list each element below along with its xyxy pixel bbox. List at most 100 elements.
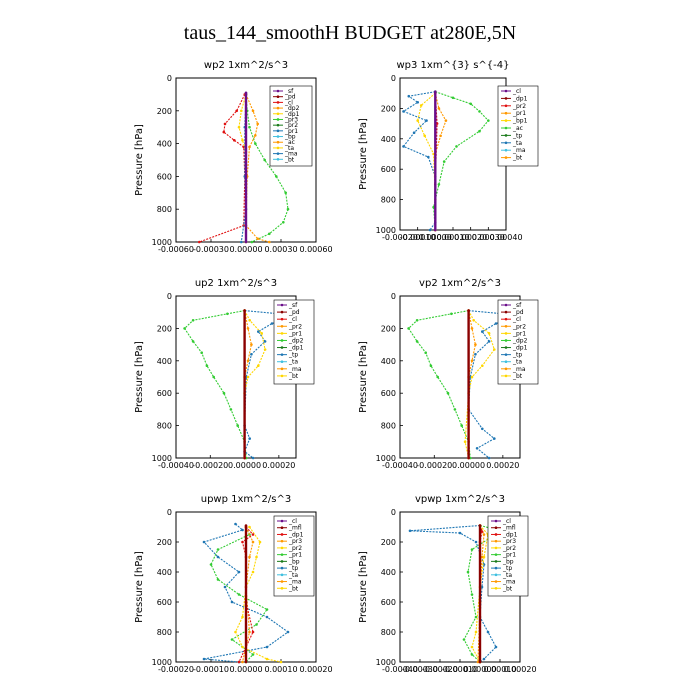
- y-tick-label: 200: [381, 324, 396, 333]
- legend-label: _pr2: [284, 122, 298, 129]
- legend-label: _pr3: [288, 538, 302, 545]
- legend-label: _ma: [502, 579, 516, 586]
- data-point: [476, 660, 480, 664]
- x-tick-label: 0.00020: [486, 461, 519, 470]
- data-point: [268, 240, 271, 244]
- x-tick-label: -0.00030: [402, 665, 438, 674]
- legend-label: _bt: [502, 585, 513, 592]
- y-tick-label: 1000: [152, 454, 172, 463]
- legend-marker: [494, 519, 498, 523]
- legend-marker: [504, 360, 508, 364]
- panel-1: wp3 1xm^{3} s^{-4} Pressure [hPa] 0 200 400 6…: [358, 60, 539, 242]
- panel-4: upwp 1xm^2/s^3 Pressure [hPa] 0 200 400 600 80…: [134, 494, 333, 674]
- data-point: [486, 630, 490, 634]
- data-point: [472, 319, 476, 322]
- legend-box: [269, 85, 313, 167]
- series-line: [409, 524, 497, 663]
- legend-marker: [504, 317, 508, 321]
- data-point: [462, 638, 466, 641]
- x-tick-label: -0.00010: [442, 665, 478, 674]
- x-tick-label: 0.00010: [436, 233, 469, 242]
- data-point: [237, 593, 241, 596]
- data-point: [251, 570, 255, 574]
- data-point: [451, 96, 455, 100]
- legend-marker: [276, 129, 280, 133]
- legend-marker: [280, 586, 284, 590]
- data-point: [481, 427, 484, 431]
- legend-label: _dp1: [512, 95, 528, 102]
- legend-label: _pr3: [502, 538, 516, 545]
- y-tick-label: 200: [381, 104, 396, 113]
- legend-label: _tp: [502, 565, 512, 572]
- series-line: [241, 526, 254, 663]
- y-tick-label: 400: [157, 568, 172, 577]
- y-axis-label: Pressure [hPa]: [358, 551, 369, 623]
- legend-label: _bt: [284, 156, 295, 163]
- data-point: [270, 322, 274, 325]
- x-tick-label: -0.00020: [192, 461, 228, 470]
- x-tick-label: 0.00030: [264, 245, 297, 254]
- legend-marker: [504, 346, 508, 349]
- x-tick-label: -0.00010: [193, 665, 229, 674]
- data-point: [200, 351, 203, 355]
- legend-label: _ta: [288, 359, 298, 366]
- y-tick-label: 0: [167, 292, 172, 301]
- data-point: [260, 332, 264, 335]
- data-point: [467, 309, 470, 312]
- data-point: [474, 630, 478, 634]
- data-point: [250, 343, 253, 346]
- series-line: [210, 526, 268, 663]
- legend-label: _pr1: [288, 330, 302, 337]
- legend-label: _bt: [288, 373, 299, 380]
- y-tick-label: 400: [381, 568, 396, 577]
- legend-marker: [504, 126, 508, 130]
- legend-label: _ma: [512, 366, 526, 373]
- data-point: [223, 585, 227, 589]
- legend-label: _ta: [512, 140, 522, 147]
- legend-marker: [504, 104, 508, 108]
- legend-marker: [494, 586, 498, 590]
- legend-label: _tp: [512, 352, 522, 359]
- data-point: [222, 391, 226, 395]
- y-tick-label: 800: [381, 422, 396, 431]
- data-point: [265, 645, 269, 649]
- legend-marker: [276, 152, 280, 155]
- x-tick-label: -0.00040: [382, 665, 418, 674]
- legend-label: _ta: [502, 572, 512, 579]
- legend-label: _cl: [512, 316, 521, 323]
- legend-marker: [280, 553, 284, 556]
- legend-marker: [280, 360, 284, 364]
- data-point: [216, 555, 220, 559]
- data-point: [248, 125, 251, 129]
- legend-marker: [280, 539, 284, 543]
- data-point: [244, 660, 248, 664]
- data-point: [474, 353, 477, 356]
- legend-label: _pr1: [502, 552, 516, 559]
- data-point: [216, 578, 220, 581]
- y-tick-label: 1000: [376, 226, 396, 235]
- y-tick-label: 0: [391, 292, 396, 301]
- data-point: [234, 630, 237, 634]
- series-line: [245, 94, 289, 243]
- legend-label: _bp: [284, 134, 296, 141]
- data-point: [212, 375, 215, 379]
- legend-label: _bp1: [512, 118, 528, 125]
- data-point: [241, 540, 244, 544]
- panel-title: up2 1xm^2/s^3: [195, 278, 277, 289]
- legend-label: _ma: [512, 147, 526, 154]
- legend-marker: [276, 140, 280, 144]
- x-tick-label: 0.00000: [463, 665, 496, 674]
- legend-marker: [504, 89, 508, 93]
- data-point: [481, 364, 484, 368]
- legend-marker: [280, 560, 284, 563]
- legend-marker: [280, 573, 284, 577]
- legend-marker: [280, 339, 284, 342]
- data-point: [257, 330, 260, 333]
- x-tick-label: 0.00020: [262, 461, 295, 470]
- legend-marker: [276, 89, 280, 93]
- data-point: [230, 638, 234, 641]
- legend-marker: [504, 141, 508, 145]
- data-point: [467, 456, 470, 460]
- data-point: [279, 660, 283, 664]
